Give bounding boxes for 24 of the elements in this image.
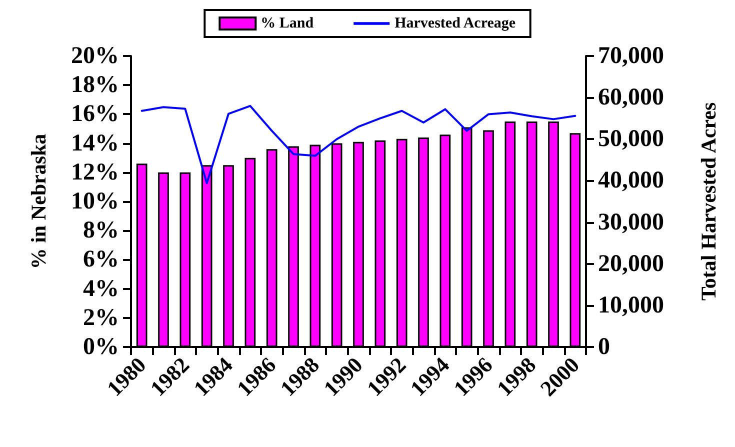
y-tick-label: 18% xyxy=(71,72,119,98)
y2-tick-label: 0 xyxy=(598,334,610,360)
y2-tick-label: 30,000 xyxy=(598,209,664,236)
y2-tick-label: 40,000 xyxy=(598,168,664,194)
y2-axis-title: Total Harvested Acres xyxy=(696,102,720,301)
y2-tick-label: 70,000 xyxy=(598,43,664,69)
y-tick-label: 14% xyxy=(71,130,119,156)
line-series xyxy=(140,104,576,184)
y-tick-label: 6% xyxy=(83,246,119,273)
y-axis-title: % in Nebraska xyxy=(26,133,50,270)
y-tick-label: 4% xyxy=(83,276,119,302)
y2-tick-label: 20,000 xyxy=(598,250,664,277)
y-tick-label: 20% xyxy=(71,43,119,69)
y-tick-label: 12% xyxy=(71,159,119,186)
legend-label: % Land xyxy=(260,16,314,32)
y-tick-label: 10% xyxy=(71,188,119,214)
y2-tick-label: 60,000 xyxy=(598,84,664,111)
y2-tick-label: 50,000 xyxy=(598,126,664,152)
y-tick-label: 2% xyxy=(83,304,119,331)
y-tick-label: 8% xyxy=(83,218,119,244)
y-tick-label: 0% xyxy=(83,334,119,360)
y-tick-label: 16% xyxy=(71,101,119,128)
legend-label: Harvested Acreage xyxy=(394,16,516,32)
y2-tick-label: 10,000 xyxy=(598,292,664,318)
